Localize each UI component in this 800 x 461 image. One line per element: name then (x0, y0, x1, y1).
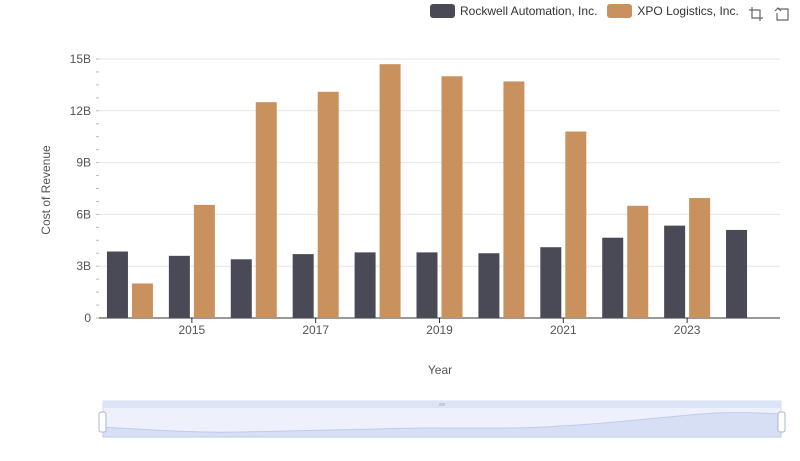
y-tick-label: 9B (76, 156, 91, 170)
bar-xpo-2019[interactable] (441, 76, 463, 319)
legend-label-rockwell: Rockwell Automation, Inc. (460, 4, 598, 18)
bar-xpo-2021[interactable] (565, 131, 587, 318)
legend-swatch-rockwell (430, 4, 455, 18)
bar-rockwell-2018[interactable] (354, 252, 376, 318)
bar-rockwell-2024[interactable] (726, 229, 748, 318)
bar-xpo-2020[interactable] (503, 81, 525, 319)
x-tick-label: 2023 (674, 323, 701, 337)
datazoom-slider[interactable] (98, 400, 786, 438)
bar-xpo-2017[interactable] (317, 91, 339, 318)
x-axis-title: Year (428, 363, 452, 377)
x-tick-label: 2021 (550, 323, 577, 337)
y-axis-title: Cost of Revenue (39, 145, 53, 235)
toolbox (748, 6, 790, 22)
y-tick-label: 3B (76, 259, 91, 273)
x-axis: 2015 2017 2019 2021 2023 (179, 318, 701, 337)
restore-icon[interactable] (774, 6, 790, 22)
x-tick-label: 2019 (426, 323, 453, 337)
x-tick-label: 2017 (302, 323, 329, 337)
datazoom-preview-area (102, 412, 782, 438)
bar-rockwell-2023[interactable] (664, 225, 686, 318)
legend-item-rockwell[interactable]: Rockwell Automation, Inc. (430, 4, 597, 18)
bar-xpo-2022[interactable] (627, 205, 649, 318)
x-tick-label: 2015 (179, 323, 206, 337)
bar-xpo-2016[interactable] (255, 102, 277, 319)
bar-rockwell-2017[interactable] (292, 254, 314, 318)
y-tick-label: 0 (84, 311, 91, 325)
bar-rockwell-2021[interactable] (540, 247, 562, 318)
bar-rockwell-2019[interactable] (416, 252, 438, 318)
bar-xpo-2023[interactable] (689, 197, 711, 318)
bar-rockwell-2020[interactable] (478, 253, 500, 318)
legend-label-xpo: XPO Logistics, Inc. (637, 4, 739, 18)
bars (106, 64, 748, 319)
legend-swatch-xpo (607, 4, 633, 18)
bar-rockwell-2014[interactable] (106, 251, 128, 318)
bar-rockwell-2016[interactable] (230, 259, 252, 318)
bar-xpo-2015[interactable] (193, 204, 215, 318)
bar-rockwell-2022[interactable] (602, 237, 624, 318)
datazoom-handle-right[interactable] (777, 411, 786, 433)
legend: Rockwell Automation, Inc. XPO Logistics,… (430, 4, 739, 18)
bar-xpo-2014[interactable] (131, 283, 153, 318)
zoom-icon[interactable] (748, 6, 764, 22)
y-tick-label: 12B (70, 104, 91, 118)
bar-xpo-2018[interactable] (379, 64, 401, 319)
datazoom-handle-left[interactable] (98, 411, 107, 433)
y-axis: 0 3B 6B 9B 12B 15B (70, 52, 99, 325)
y-tick-label: 6B (76, 207, 91, 221)
bar-rockwell-2015[interactable] (168, 255, 190, 318)
y-tick-label: 15B (70, 52, 91, 66)
legend-item-xpo[interactable]: XPO Logistics, Inc. (607, 4, 739, 18)
